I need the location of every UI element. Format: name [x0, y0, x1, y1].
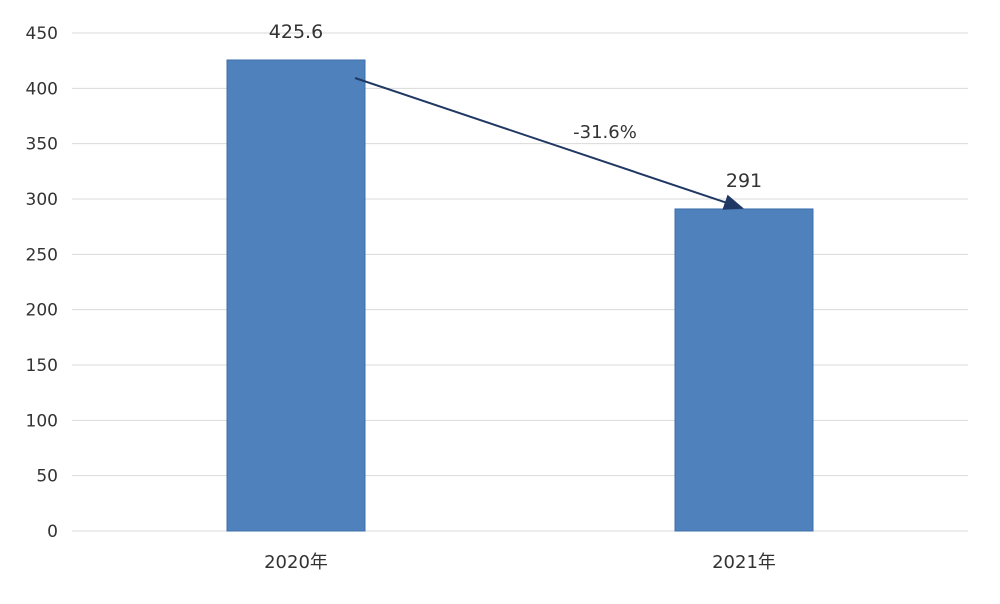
axes: 0 50 100 150 200 250 300 350 400 450 2020年 2021年 [26, 24, 776, 573]
bars [226, 59, 814, 532]
y-tick-label: 50 [36, 467, 58, 487]
data-labels: 425.6 291 [269, 21, 762, 192]
y-tick-label: 350 [26, 135, 58, 155]
y-tick-label: 200 [26, 301, 58, 321]
y-tick-label: 0 [47, 522, 58, 542]
y-tick-label: 100 [26, 411, 58, 431]
y-tick-label: 400 [26, 79, 58, 99]
data-label: 425.6 [269, 21, 323, 43]
data-label: 291 [726, 170, 762, 192]
y-tick-label: 150 [26, 356, 58, 376]
x-tick-label: 2020年 [264, 552, 328, 573]
y-tick-label: 300 [26, 190, 58, 210]
annotations: -31.6% [354, 77, 744, 210]
x-tick-label: 2021年 [712, 552, 776, 573]
y-tick-label: 450 [26, 24, 58, 44]
bar-0 [226, 59, 366, 532]
y-tick-label: 250 [26, 245, 58, 265]
change-annotation-label: -31.6% [573, 122, 637, 143]
bar-1 [674, 208, 814, 532]
gridlines [72, 32, 968, 532]
change-arrow [354, 77, 744, 210]
